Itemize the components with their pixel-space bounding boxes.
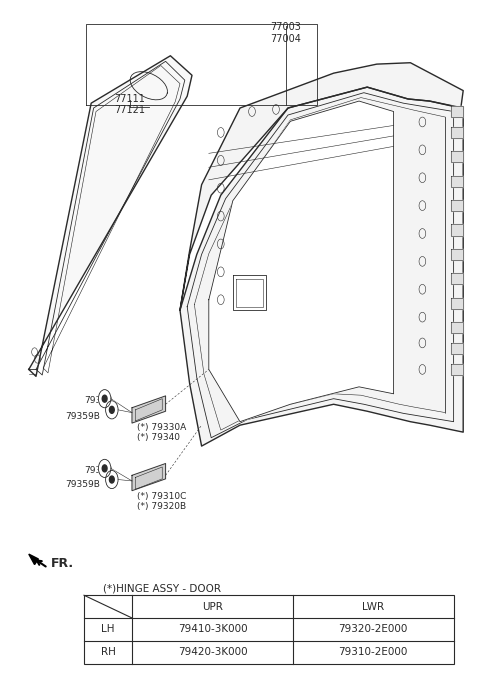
Text: (*)HINGE ASSY - DOOR: (*)HINGE ASSY - DOOR <box>103 584 221 594</box>
Circle shape <box>106 401 118 419</box>
Polygon shape <box>451 364 463 375</box>
Polygon shape <box>451 127 463 138</box>
Text: RH: RH <box>101 647 116 657</box>
Circle shape <box>109 476 114 483</box>
Polygon shape <box>451 176 463 187</box>
Text: 77111
77121: 77111 77121 <box>114 94 145 115</box>
Text: 79359B: 79359B <box>65 480 100 489</box>
Text: (*) 79310C: (*) 79310C <box>137 492 186 500</box>
Polygon shape <box>180 87 463 446</box>
Polygon shape <box>132 396 166 423</box>
Polygon shape <box>451 343 463 354</box>
Text: LH: LH <box>101 625 115 634</box>
Polygon shape <box>451 151 463 162</box>
Polygon shape <box>29 554 38 565</box>
Polygon shape <box>180 63 463 310</box>
Polygon shape <box>132 464 166 491</box>
Polygon shape <box>209 101 394 422</box>
Circle shape <box>98 390 111 408</box>
Polygon shape <box>451 322 463 333</box>
Text: 79410-3K000: 79410-3K000 <box>178 625 247 634</box>
Circle shape <box>102 465 107 472</box>
Text: 79320-2E000: 79320-2E000 <box>338 625 408 634</box>
Polygon shape <box>451 106 463 117</box>
Text: 77003
77004: 77003 77004 <box>270 22 301 43</box>
Bar <box>84 595 454 664</box>
Circle shape <box>98 459 111 477</box>
Text: (*) 79320B: (*) 79320B <box>137 503 186 511</box>
Text: (*) 79330A: (*) 79330A <box>137 423 186 431</box>
Text: (*) 79340: (*) 79340 <box>137 434 180 442</box>
Polygon shape <box>451 249 463 260</box>
Text: 79359: 79359 <box>84 466 113 475</box>
Circle shape <box>102 395 107 402</box>
Circle shape <box>109 406 114 413</box>
Text: 79359B: 79359B <box>65 412 100 420</box>
Polygon shape <box>451 298 463 309</box>
Polygon shape <box>29 56 192 376</box>
Polygon shape <box>451 273 463 284</box>
Text: 79310-2E000: 79310-2E000 <box>338 647 408 657</box>
Text: 79420-3K000: 79420-3K000 <box>178 647 247 657</box>
Circle shape <box>106 470 118 489</box>
Text: LWR: LWR <box>362 602 384 612</box>
Polygon shape <box>451 200 463 211</box>
Text: 79359: 79359 <box>84 397 113 405</box>
Text: UPR: UPR <box>202 602 223 612</box>
Text: FR.: FR. <box>50 557 73 569</box>
Polygon shape <box>451 224 463 236</box>
